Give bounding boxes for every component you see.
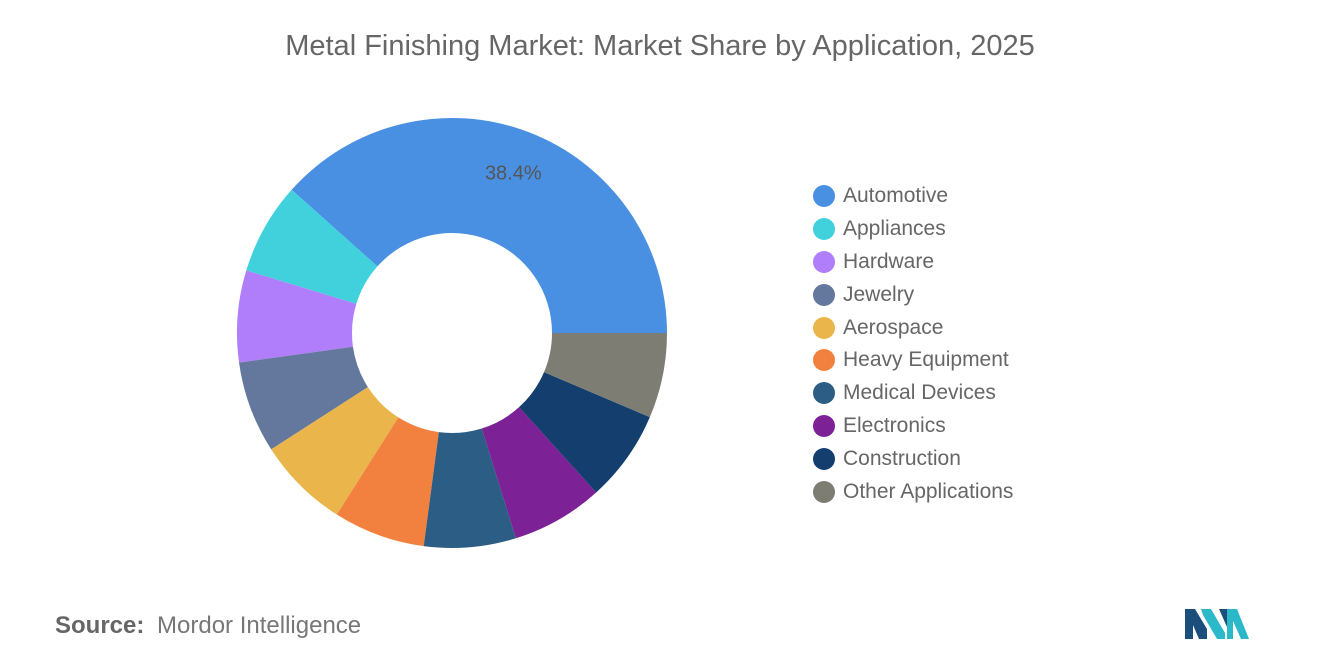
legend-item: Aerospace <box>813 311 1013 344</box>
source-note: Source: Mordor Intelligence <box>55 612 361 640</box>
legend-swatch <box>813 447 835 470</box>
chart-title: Metal Finishing Market: Market Share by … <box>285 30 1035 62</box>
data-label: 38.4% <box>485 162 542 184</box>
slice-construction <box>519 372 650 493</box>
legend-label: Automotive <box>843 184 949 208</box>
legend-label: Construction <box>843 446 961 470</box>
legend-item: Jewelry <box>813 278 1013 311</box>
legend-item: Other Applications <box>813 475 1013 508</box>
slice-other-applications <box>544 333 667 418</box>
slice-medical-devices <box>423 428 516 548</box>
legend-swatch <box>813 218 835 241</box>
legend-swatch <box>813 382 835 405</box>
chart-legend: Automotive Appliances Hardware Jewelry Aeros… <box>813 180 1013 508</box>
legend-item: Heavy Equipment <box>813 344 1013 377</box>
legend-item: Medical Devices <box>813 377 1013 410</box>
source-label: Source: <box>55 612 145 639</box>
legend-label: Other Applications <box>843 479 1014 503</box>
source-text: Mordor Intelligence <box>157 612 362 639</box>
legend-item: Automotive <box>813 180 1013 213</box>
legend-label: Jewelry <box>843 282 915 306</box>
legend-swatch <box>813 250 835 273</box>
legend-swatch <box>813 283 835 306</box>
slice-automotive <box>291 117 667 333</box>
legend-label: Appliances <box>843 217 946 241</box>
legend-label: Medical Devices <box>843 381 996 405</box>
slice-appliances <box>246 189 378 304</box>
slice-heavy-equipment <box>336 417 439 547</box>
legend-label: Heavy Equipment <box>843 348 1009 372</box>
legend-item: Electronics <box>813 410 1013 443</box>
slice-electronics <box>481 407 597 539</box>
legend-swatch <box>813 349 835 372</box>
legend-swatch <box>813 414 835 437</box>
slice-jewelry <box>239 346 368 450</box>
legend-label: Hardware <box>843 249 935 273</box>
legend-swatch <box>813 316 835 339</box>
legend-label: Electronics <box>843 413 946 437</box>
legend-item: Appliances <box>813 213 1013 246</box>
legend-item: Construction <box>813 442 1013 475</box>
legend-swatch <box>813 480 835 503</box>
mordor-intelligence-logo-icon <box>1185 609 1249 639</box>
legend-label: Aerospace <box>843 315 944 339</box>
slice-hardware <box>237 270 357 363</box>
legend-swatch <box>813 185 835 208</box>
slice-aerospace <box>271 387 399 515</box>
legend-item: Hardware <box>813 246 1013 279</box>
